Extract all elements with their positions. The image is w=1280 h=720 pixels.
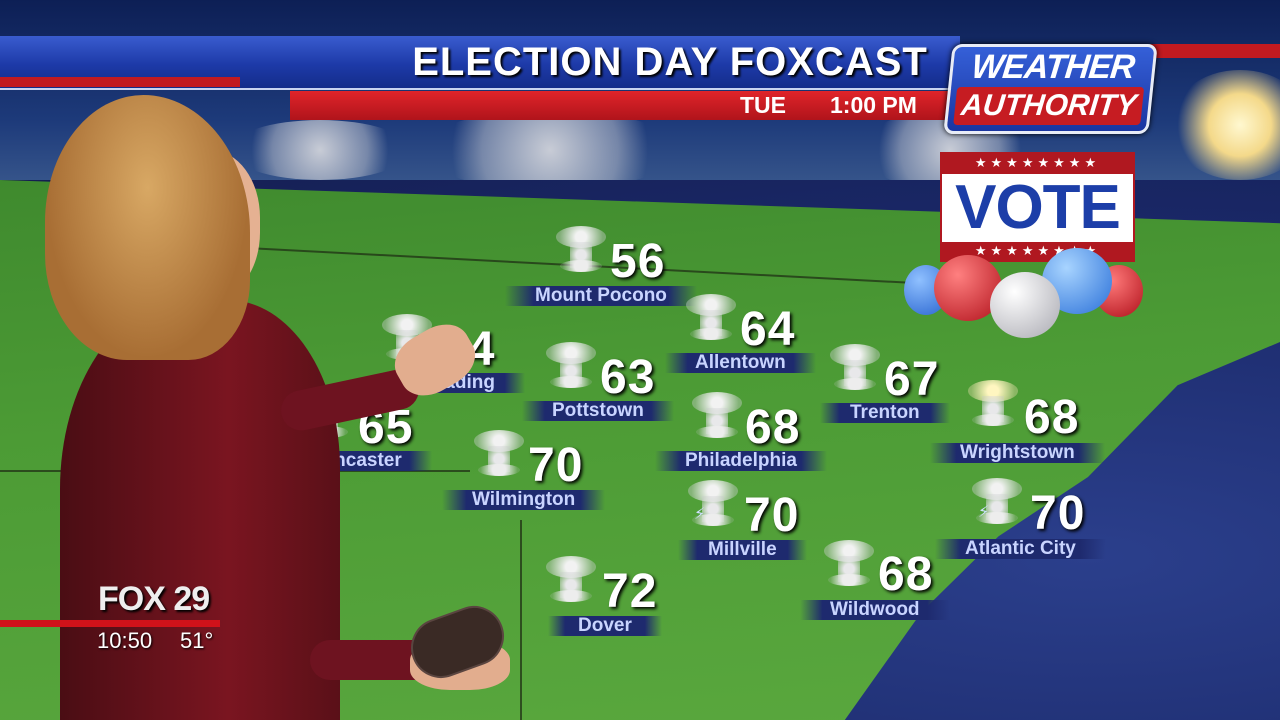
vote-text: VOTE [955,173,1121,242]
cloudy-icon [552,222,610,274]
station-bug: FOX 29 10:50 51° [0,580,225,660]
state-border [520,520,522,720]
temperature: 63 [600,351,656,404]
temperature: 68 [878,548,934,601]
city-name: Dover [548,616,662,636]
city-name: Mount Pocono [505,286,697,306]
temperature: 68 [745,401,801,454]
cloudy-icon [688,388,746,440]
current-temperature: 51° [180,628,214,653]
city-name: Wildwood [800,600,950,620]
banner-stripe [1150,44,1280,58]
broadcast-title: ELECTION DAY FOXCAST [412,40,928,84]
logo-line1: WEATHER [969,48,1136,86]
temperature: 72 [602,565,658,618]
city-name: Philadelphia [655,451,827,471]
city-name: Wilmington [442,490,606,510]
city-name: Atlantic City [935,539,1106,559]
city-name: Wrightstown [930,443,1105,463]
city-name: Millville [678,540,807,560]
vote-sign: ★★★★★★★★ VOTE ★★★★★★★★ [940,152,1135,262]
forecast-time-bar: TUE 1:00 PM [290,91,955,120]
temperature: 68 [1024,391,1080,444]
current-time: 10:50 [97,628,153,653]
fox29-logo: FOX 29 [98,580,210,618]
sky-cloud [230,120,410,180]
thunderstorm-icon: ⚡ [968,474,1026,526]
cloudy-icon [470,426,528,478]
cloudy-icon [682,290,740,342]
temperature: 70 [528,439,584,492]
cloudy-icon [826,340,884,392]
temperature: 67 [884,353,940,406]
partly-cloudy-icon [964,376,1022,428]
presenter-hair [45,95,250,360]
bug-divider [0,620,220,627]
presenter-body [60,300,340,720]
city-name: Trenton [820,403,950,423]
temperature: 56 [610,235,666,288]
stars-top: ★★★★★★★★ [942,154,1133,174]
temperature: 70 [744,489,800,542]
sky-cloud [420,110,680,190]
sun [1170,70,1280,180]
cloudy-icon [542,552,600,604]
forecast-time: 1:00 PM [830,92,917,118]
temperature: 70 [1030,487,1086,540]
banner-stripe [0,77,240,87]
city-name: Pottstown [522,401,674,421]
temperature: 64 [740,303,796,356]
forecast-day: TUE [740,92,786,118]
thunderstorm-icon: ⚡ [684,476,742,528]
balloon-white [990,272,1060,338]
logo-line2: AUTHORITY [953,87,1145,125]
weather-authority-logo: WEATHER AUTHORITY [943,44,1158,134]
cloudy-icon [820,536,878,588]
cloudy-icon [542,338,600,390]
city-name: Allentown [665,353,816,373]
